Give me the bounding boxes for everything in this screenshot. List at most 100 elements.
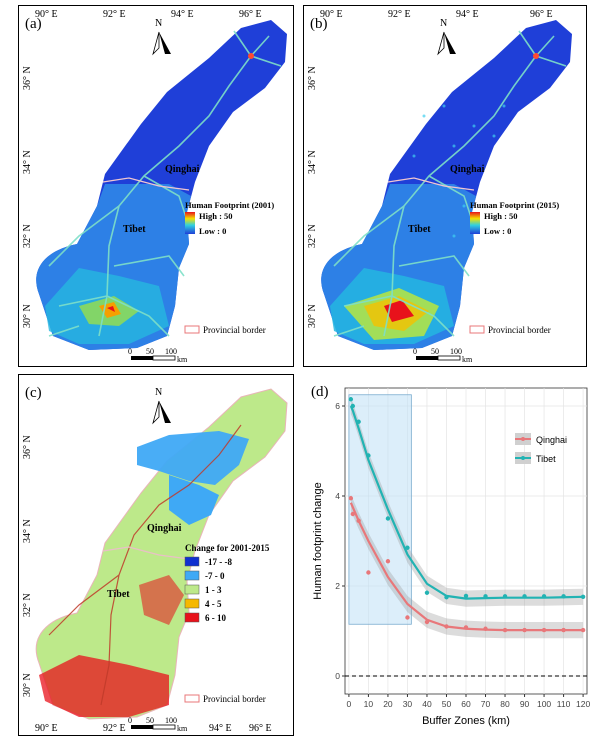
lat-tick: 30° N [22, 673, 33, 697]
svg-text:km: km [177, 355, 188, 364]
map-b-svg: (b) Qinghai Tibet N Human Footprint (201… [304, 6, 586, 366]
svg-text:km: km [177, 724, 188, 733]
data-point [541, 627, 547, 633]
x-tick-label: 90 [520, 699, 530, 709]
lat-tick: 30° N [22, 304, 33, 328]
lat-tick: 36° N [22, 435, 33, 459]
data-point [350, 511, 356, 517]
svg-text:Low : 0: Low : 0 [484, 226, 511, 236]
panel-a-label: (a) [25, 16, 42, 32]
map-panel-a: (a) Qinghai Tibet N Human Footprint (200… [18, 5, 294, 367]
legend-series-label: Qinghai [536, 435, 567, 445]
legend-swatch [184, 556, 200, 567]
legend-swatch [184, 598, 200, 609]
data-point [348, 397, 354, 402]
svg-text:High : 50: High : 50 [484, 211, 518, 221]
legend-provincial-border-c: Provincial border [184, 694, 266, 704]
legend-class-label: 1 - 3 [205, 585, 222, 595]
chart-legend: Qinghai Tibet [515, 433, 567, 464]
x-tick-label: 0 [347, 699, 352, 709]
svg-text:100: 100 [165, 716, 177, 725]
svg-text:50: 50 [146, 716, 154, 725]
lon-tick: 90° E [35, 723, 58, 734]
scale-bar-a: 0 50 100 km [128, 347, 188, 364]
data-point [522, 594, 527, 599]
legend-key-point [521, 437, 525, 441]
svg-text:N: N [155, 387, 162, 398]
confidence-band [350, 397, 584, 607]
region-label-qinghai-c: Qinghai [147, 523, 182, 534]
lat-tick: 32° N [307, 224, 318, 248]
x-tick-label: 120 [576, 699, 590, 709]
legend-series-label: Tibet [536, 454, 556, 464]
legend-swatch [184, 570, 200, 581]
svg-text:Provincial border: Provincial border [488, 325, 551, 335]
data-point [561, 627, 566, 633]
data-point [405, 615, 410, 620]
data-point [385, 516, 391, 521]
svg-text:High : 50: High : 50 [199, 211, 233, 221]
lat-tick: 30° N [307, 304, 318, 328]
svg-text:Low : 0: Low : 0 [199, 226, 226, 236]
svg-text:Provincial border: Provincial border [203, 694, 266, 704]
legend-hf-2015: Human Footprint (2015) High : 50 Low : 0 [470, 200, 559, 236]
map-a-svg: (a) Qinghai Tibet N Human Footprint (200… [19, 6, 293, 366]
map-c-svg: (c) Qinghai Tibet N Change for 2001-2015… [19, 375, 293, 735]
data-point [366, 453, 371, 458]
data-point [463, 625, 469, 630]
legend-class-label: 4 - 5 [205, 599, 222, 609]
region-label-qinghai-b: Qinghai [450, 164, 485, 175]
chart-panel-d: (d) 0 10 20 30 40 50 60 70 80 90 100 110 120 0 2 4 6 Buff… [303, 374, 594, 736]
y-tick-label: 0 [335, 671, 340, 681]
lon-tick: 94° E [456, 9, 479, 20]
panel-c-label: (c) [25, 385, 42, 401]
y-tick-label: 6 [335, 401, 340, 411]
svg-text:N: N [155, 18, 162, 29]
svg-text:N: N [440, 18, 447, 29]
chart-svg: (d) 0 10 20 30 40 50 60 70 80 90 100 110 120 0 2 4 6 Buff… [311, 384, 590, 727]
x-tick-label: 80 [500, 699, 510, 709]
svg-text:50: 50 [431, 347, 439, 356]
legend-class-label: -17 - -8 [205, 557, 232, 567]
svg-text:100: 100 [165, 347, 177, 356]
region-label-tibet-b: Tibet [408, 224, 431, 235]
lat-tick: 36° N [307, 66, 318, 90]
data-point [350, 403, 356, 409]
lon-tick: 92° E [103, 723, 126, 734]
x-tick-label: 60 [461, 699, 471, 709]
data-point [580, 594, 586, 599]
data-point [483, 626, 488, 631]
panel-b-label: (b) [310, 16, 328, 32]
legend-class-label: -7 - 0 [205, 571, 225, 581]
svg-text:100: 100 [450, 347, 462, 356]
data-point [356, 419, 361, 424]
svg-text:0: 0 [128, 347, 132, 356]
legend-change: Change for 2001-2015 -17 - -8 -7 - 0 1 - 3… [184, 543, 270, 623]
svg-text:Change for 2001-2015: Change for 2001-2015 [185, 543, 270, 553]
data-point [348, 496, 354, 501]
svg-text:Human Footprint (2015): Human Footprint (2015) [470, 200, 559, 210]
map-panel-c: (c) Qinghai Tibet N Change for 2001-2015… [18, 374, 294, 736]
lat-tick: 34° N [22, 150, 33, 174]
data-point [366, 570, 371, 575]
x-tick-label: 70 [481, 699, 491, 709]
x-tick-label: 40 [422, 699, 432, 709]
svg-text:0: 0 [128, 716, 132, 725]
data-point [356, 518, 361, 523]
data-point [580, 627, 586, 633]
data-point [405, 545, 410, 550]
data-point [444, 624, 449, 629]
lon-tick: 92° E [388, 9, 411, 20]
lon-tick: 94° E [171, 9, 194, 20]
legend-provincial-border-b: Provincial border [469, 325, 551, 335]
data-point [541, 594, 547, 599]
svg-text:Human Footprint (2001): Human Footprint (2001) [185, 200, 274, 210]
lon-tick: 96° E [249, 723, 272, 734]
region-label-qinghai-a: Qinghai [165, 164, 200, 175]
lat-tick: 34° N [22, 519, 33, 543]
lon-tick: 94° E [209, 723, 232, 734]
legend-key-point [521, 456, 525, 460]
x-tick-label: 50 [442, 699, 452, 709]
panel-d-label: (d) [311, 384, 329, 400]
scale-bar-b: 0 50 100 km [413, 347, 473, 364]
